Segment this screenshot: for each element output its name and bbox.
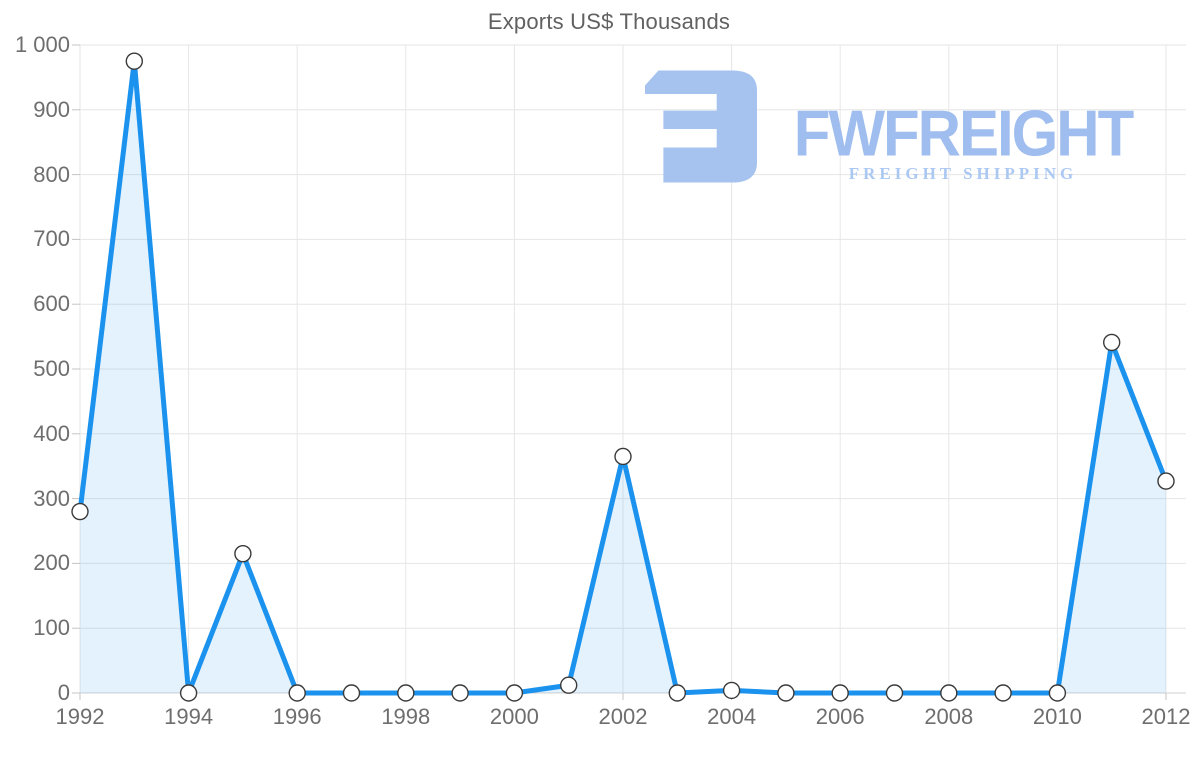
data-point-2000[interactable] xyxy=(505,684,524,702)
y-tick-label: 1 000 xyxy=(14,32,70,57)
x-tick-label: 1998 xyxy=(381,704,431,729)
marker-layer xyxy=(71,52,1175,702)
data-point-1997[interactable] xyxy=(342,684,361,702)
x-tick-label: 1994 xyxy=(164,704,214,729)
y-tick-label: 200 xyxy=(33,550,70,576)
data-point-2002[interactable] xyxy=(614,447,632,466)
data-point-1999[interactable] xyxy=(451,684,469,702)
x-tick-label: 2010 xyxy=(1032,704,1082,729)
data-point-2008[interactable] xyxy=(940,684,958,702)
y-tick-label: 800 xyxy=(33,161,70,187)
series-area-fill xyxy=(80,61,1166,693)
fwfreight-logo: FWFREIGHT FREIGHT SHIPPING xyxy=(645,70,1165,190)
y-tick-label: 600 xyxy=(33,291,70,317)
y-tick-label: 0 xyxy=(57,680,70,705)
data-point-1993[interactable] xyxy=(125,52,144,70)
data-point-2006[interactable] xyxy=(831,684,849,702)
data-point-1994[interactable] xyxy=(179,684,198,702)
grid-layer xyxy=(79,44,1186,694)
y-tick-label: 700 xyxy=(33,226,70,252)
data-point-2010[interactable] xyxy=(1048,684,1067,702)
data-point-2007[interactable] xyxy=(885,684,904,702)
y-tick-label: 300 xyxy=(33,485,70,511)
x-tick-label: 2002 xyxy=(598,704,648,729)
x-tick-label: 2004 xyxy=(707,704,757,729)
data-point-2001[interactable] xyxy=(560,676,578,694)
data-point-2004[interactable] xyxy=(722,681,741,700)
y-tick-label: 400 xyxy=(33,420,70,446)
fwfreight-logo-icon xyxy=(645,70,757,183)
x-tick-label: 2006 xyxy=(815,704,865,729)
data-point-1992[interactable] xyxy=(71,502,89,521)
y-tick-label: 900 xyxy=(33,96,70,122)
chart-title: Exports US$ Thousands xyxy=(487,9,731,34)
x-tick-label: 1996 xyxy=(272,704,322,729)
y-tick-label: 500 xyxy=(33,356,70,381)
data-point-2011[interactable] xyxy=(1102,333,1121,352)
x-tick-label: 2000 xyxy=(489,704,539,729)
data-point-2009[interactable] xyxy=(994,684,1012,702)
data-point-2003[interactable] xyxy=(668,684,686,702)
x-tick-label: 2008 xyxy=(924,704,974,729)
x-tick-label: 2012 xyxy=(1141,704,1191,729)
data-point-2012[interactable] xyxy=(1157,472,1175,490)
data-point-1996[interactable] xyxy=(288,684,306,702)
logo-tagline-text: FREIGHT SHIPPING xyxy=(848,164,1078,183)
x-tick-label: 1992 xyxy=(55,704,105,729)
y-tick-label: 100 xyxy=(33,615,70,641)
logo-brand-text: FWFREIGHT xyxy=(793,97,1135,170)
data-point-1995[interactable] xyxy=(234,544,252,563)
data-point-2005[interactable] xyxy=(777,684,795,702)
data-point-1998[interactable] xyxy=(397,684,415,702)
